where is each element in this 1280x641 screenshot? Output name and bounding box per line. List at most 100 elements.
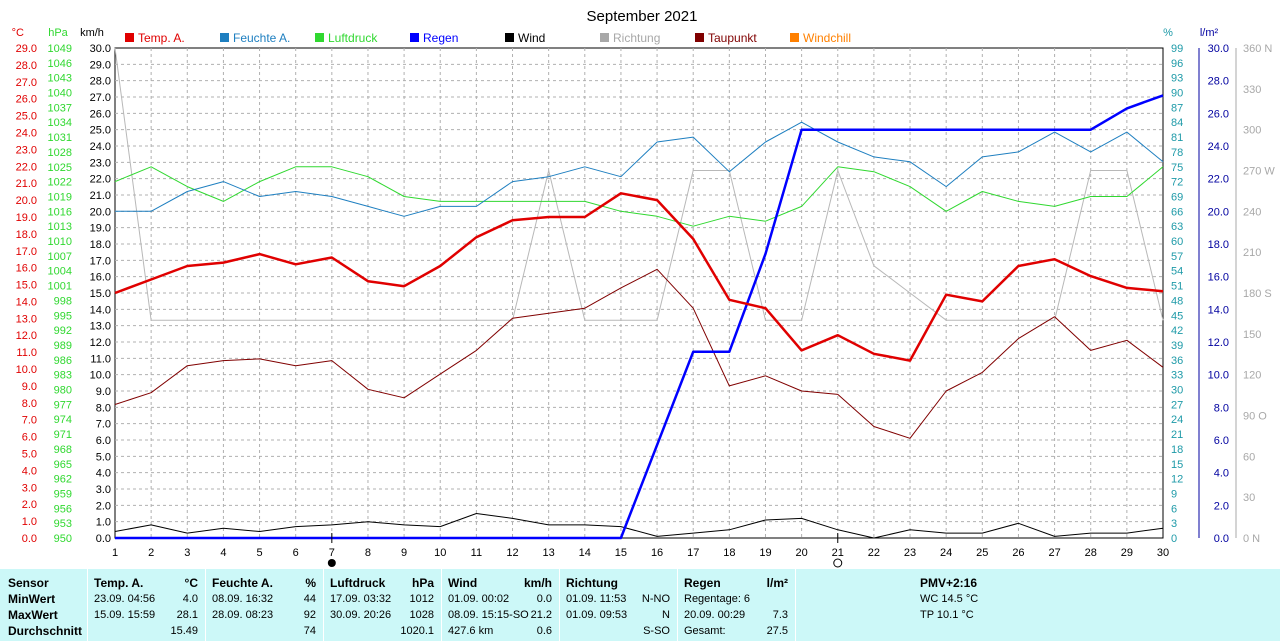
hum-tick-label: 0	[1171, 533, 1177, 545]
wind-tick-label: 17.0	[90, 255, 111, 267]
temp-tick-label: 11.0	[16, 347, 37, 359]
wind-header: Wind	[448, 576, 478, 590]
press-max-time: 30.09. 20:26	[330, 609, 392, 621]
x-tick-label: 6	[293, 547, 299, 559]
hum-tick-label: 9	[1171, 488, 1177, 500]
rain-tick-label: 12.0	[1208, 337, 1229, 349]
temp-unit-label: °C	[12, 27, 24, 39]
full-moon-icon	[833, 558, 843, 568]
legend-label: Richtung	[613, 31, 660, 45]
dir-avg-value: S-SO	[643, 625, 670, 637]
rain-unit-label: l/m²	[1200, 27, 1219, 39]
hum-tick-label: 42	[1171, 325, 1183, 337]
x-tick-label: 9	[401, 547, 407, 559]
hum-tick-label: 27	[1171, 399, 1183, 411]
dir-tick-label: 150	[1243, 329, 1261, 341]
rain-tick-label: 18.0	[1208, 239, 1229, 251]
temp-tick-label: 22.0	[16, 161, 37, 173]
x-tick-label: 13	[543, 547, 555, 559]
rain-tick-label: 26.0	[1208, 108, 1229, 120]
legend-swatch	[505, 33, 514, 42]
wind-unit: km/h	[523, 576, 552, 590]
legend-label: Regen	[423, 31, 458, 45]
x-tick-label: 15	[615, 547, 627, 559]
wind-tick-label: 16.0	[90, 272, 111, 284]
hum-unit: %	[305, 576, 316, 590]
wind-tick-label: 29.0	[90, 59, 111, 71]
hum-tick-label: 54	[1171, 266, 1183, 278]
wind-tick-label: 22.0	[90, 174, 111, 186]
press-tick-label: 1016	[48, 206, 72, 218]
legend-swatch	[125, 33, 134, 42]
rain-max-time: 20.09. 00:29	[684, 609, 746, 621]
legend-label: Taupunkt	[708, 31, 757, 45]
weather-chart: September 2021 °C hPa km/h% l/m² Temp. A. Fe…	[12, 8, 1275, 568]
hum-avg-value: 74	[303, 625, 316, 637]
temp-max-value: 28.1	[176, 609, 198, 621]
hum-unit-label: %	[1163, 27, 1173, 39]
temp-tick-label: 26.0	[16, 94, 37, 106]
press-tick-label: 1025	[48, 162, 72, 174]
temp-tick-label: 5.0	[22, 449, 37, 461]
legend-swatch	[220, 33, 229, 42]
legend-label: Temp. A.	[138, 31, 185, 45]
rain-tick-label: 30.0	[1208, 43, 1229, 55]
press-header: Luftdruck	[330, 576, 386, 590]
dir-max-value: N	[662, 609, 670, 621]
rain-max-value: 7.3	[772, 609, 788, 621]
dir-tick-label: 30	[1243, 492, 1255, 504]
hum-tick-label: 81	[1171, 132, 1183, 144]
hum-tick-label: 60	[1171, 236, 1183, 248]
x-tick-label: 22	[868, 547, 880, 559]
wind-min-value: 0.0	[536, 593, 552, 605]
wind-tick-label: 8.0	[96, 402, 111, 414]
press-tick-label: 956	[54, 503, 72, 515]
dir-min-value: N-NO	[641, 593, 670, 605]
press-tick-label: 992	[54, 325, 72, 337]
x-tick-label: 4	[220, 547, 226, 559]
hum-max-value: 92	[303, 609, 316, 621]
press-tick-label: 1004	[48, 266, 72, 278]
temp-tick-label: 16.0	[16, 263, 37, 275]
dir-header: Richtung	[566, 576, 618, 590]
legend-label: Feuchte A.	[233, 31, 290, 45]
hum-tick-label: 66	[1171, 206, 1183, 218]
press-tick-label: 1040	[48, 88, 72, 100]
dir-tick-label: 360 N	[1243, 43, 1272, 55]
hum-min-value: 44	[303, 593, 316, 605]
legend-swatch	[315, 33, 324, 42]
press-tick-label: 980	[54, 385, 72, 397]
press-tick-label: 1010	[48, 236, 72, 248]
x-tick-label: 29	[1121, 547, 1133, 559]
wind-tick-label: 14.0	[90, 304, 111, 316]
press-min-time: 17.09. 03:32	[330, 593, 392, 605]
dir-tick-label: 240	[1243, 206, 1261, 218]
wind-tick-label: 28.0	[90, 76, 111, 88]
legend-swatch	[790, 33, 799, 42]
x-tick-label: 16	[651, 547, 663, 559]
dir-tick-label: 300	[1243, 125, 1261, 137]
x-tick-label: 20	[795, 547, 807, 559]
rain-tick-label: 24.0	[1208, 141, 1229, 153]
x-tick-label: 8	[365, 547, 371, 559]
legend-swatch	[410, 33, 419, 42]
x-tick-label: 17	[687, 547, 699, 559]
dir-tick-label: 330	[1243, 84, 1261, 96]
series-line	[115, 94, 1164, 540]
press-tick-label: 1046	[48, 58, 72, 70]
temp-tick-label: 7.0	[22, 415, 37, 427]
temp-tick-label: 19.0	[16, 212, 37, 224]
press-tick-label: 1037	[48, 102, 72, 114]
row-label-max: MaxWert	[8, 608, 58, 622]
press-tick-label: 1001	[48, 281, 72, 293]
hum-tick-label: 15	[1171, 459, 1183, 471]
temp-tick-label: 9.0	[22, 381, 37, 393]
hum-tick-label: 78	[1171, 147, 1183, 159]
press-tick-label: 950	[54, 533, 72, 545]
wind-tick-label: 25.0	[90, 125, 111, 137]
press-min-value: 1012	[409, 593, 434, 605]
rain-tick-label: 10.0	[1208, 370, 1229, 382]
temp-tick-label: 17.0	[16, 246, 37, 258]
row-label-min: MinWert	[8, 592, 56, 606]
wind-tick-label: 19.0	[90, 223, 111, 235]
